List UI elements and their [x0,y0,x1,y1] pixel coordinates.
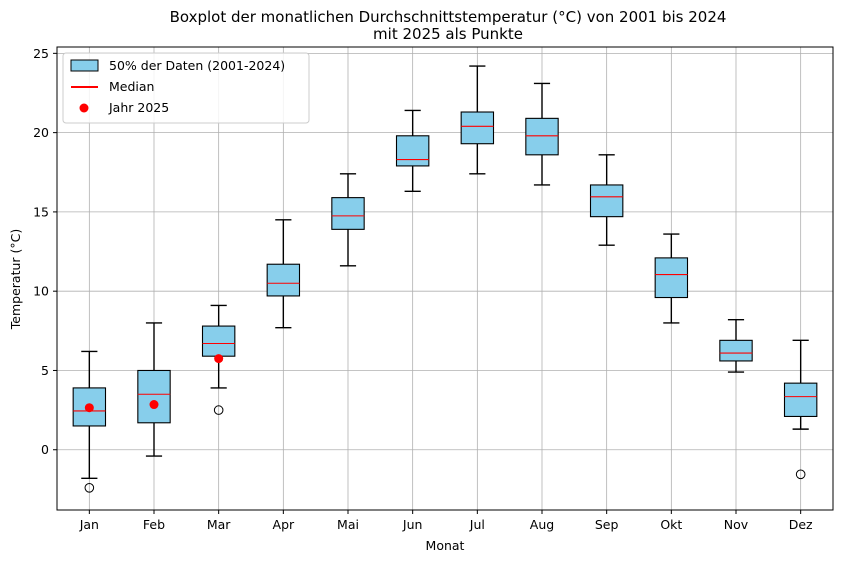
x-tick-label: Apr [273,517,295,532]
box-iqr [460,111,495,145]
box-iqr [719,339,753,362]
x-tick-label: Mai [337,517,359,532]
box-series [72,65,818,493]
y-tick-label: 5 [41,363,49,378]
legend-median-label: Median [109,79,154,94]
box-iqr [201,325,236,357]
legend-frame [62,52,310,124]
y-axis-label: Temperatur (°C) [8,229,23,330]
legend-point-swatch [79,103,89,113]
points-2025-series [84,354,224,413]
x-tick-label: Jun [402,517,423,532]
box-iqr [654,257,689,299]
point-2025 [149,400,159,410]
x-tick-label: Dez [789,517,813,532]
y-tick-label: 15 [33,204,49,219]
legend-point-label: Jahr 2025 [108,100,169,115]
box-iqr [783,382,818,417]
box-iqr [525,117,559,156]
box-iqr [137,369,171,424]
x-tick-label: Mar [207,517,231,532]
point-2025 [214,354,224,364]
x-axis-ticks: Jan Feb Mar Apr Mai Jun Jul Aug Sep Okt Nov Dez [79,510,813,532]
y-tick-label: 0 [41,442,49,457]
legend-box-label: 50% der Daten (2001-2024) [109,58,285,73]
legend-box-swatch [70,59,99,72]
chart-title-line2: mit 2025 als Punkte [373,25,523,43]
outlier-point [795,469,806,480]
x-tick-label: Jan [79,517,99,532]
x-tick-label: Jul [469,517,485,532]
x-axis-label: Monat [426,538,465,553]
x-tick-label: Feb [143,517,165,532]
plot-frame [56,46,834,511]
outlier-point [213,405,224,415]
box-iqr [395,135,430,167]
legend: 50% der Daten (2001-2024) Median Jahr 20… [62,52,310,124]
outlier-point [84,483,95,493]
x-tick-label: Aug [530,517,554,532]
y-tick-label: 25 [33,46,49,61]
box-iqr [589,184,624,218]
box-iqr [266,263,301,297]
chart-title-line1: Boxplot der monatlichen Durchschnittstem… [170,8,727,26]
x-tick-label: Nov [724,517,749,532]
x-tick-label: Okt [660,517,682,532]
y-tick-label: 20 [33,125,49,140]
x-tick-label: Sep [595,517,619,532]
y-axis-ticks: 0 5 10 15 20 25 [33,46,57,457]
box-iqr [331,197,365,230]
point-2025 [84,403,94,413]
y-tick-label: 10 [33,284,49,299]
